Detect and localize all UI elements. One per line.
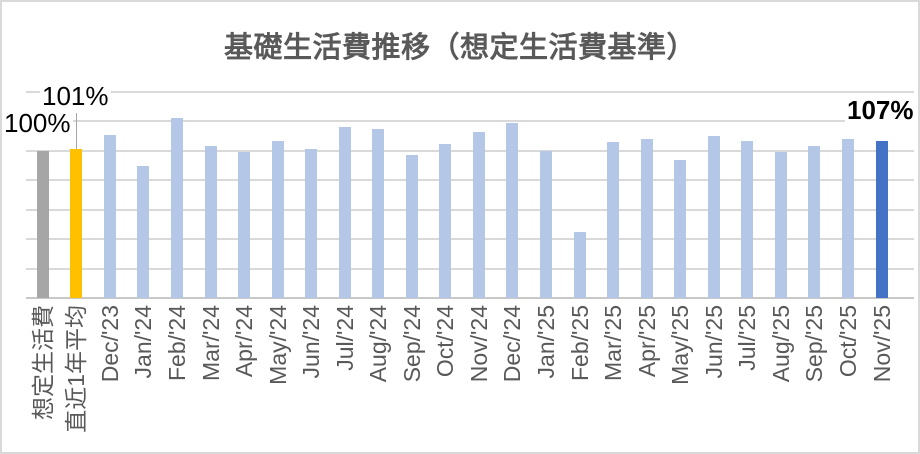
data-label-leader-line <box>75 113 77 149</box>
gridline-20pct <box>26 267 914 270</box>
x-axis-label-Dec/'23: Dec/'23 <box>96 305 123 383</box>
bar-Jun/'24 <box>305 149 318 298</box>
bar-Dec/'24 <box>506 122 519 298</box>
bar-Jul/'24 <box>338 127 351 298</box>
x-axis-label-May/'25: May/'25 <box>667 305 694 385</box>
x-axis-label-Jul/'24: Jul/'24 <box>331 305 358 371</box>
x-axis-label-Jan/'25: Jan/'25 <box>533 305 560 379</box>
x-axis-label-Oct/'25: Oct/'25 <box>834 305 861 378</box>
gridline-80pct <box>26 179 914 182</box>
bar-直近1年平均 <box>70 149 83 298</box>
gridline-120pct <box>26 120 914 123</box>
x-axis-label-Jul/'25: Jul/'25 <box>734 305 761 371</box>
gridline-60pct <box>26 208 914 211</box>
bar-Jun/'25 <box>707 136 720 298</box>
x-axis-label-Feb/'24: Feb/'24 <box>163 305 190 381</box>
x-axis-label-Aug/'25: Aug/'25 <box>767 305 794 383</box>
x-axis-label-Jun/'25: Jun/'25 <box>700 305 727 379</box>
x-axis-label-直近1年平均: 直近1年平均 <box>63 305 90 433</box>
bar-想定生活費 <box>36 150 49 298</box>
bar-May/'24 <box>271 140 284 298</box>
x-axis-line <box>26 297 914 299</box>
gridline-100pct <box>26 149 914 152</box>
bar-Oct/'24 <box>439 143 452 298</box>
x-axis-label-Oct/'24: Oct/'24 <box>432 305 459 378</box>
data-label-107%: 107% <box>845 95 916 125</box>
bar-May/'25 <box>674 159 687 298</box>
bar-Aug/'25 <box>774 152 787 298</box>
x-axis-label-Nov/'25: Nov/'25 <box>868 305 895 383</box>
x-axis-label-Feb/'25: Feb/'25 <box>566 305 593 381</box>
bar-Jul/'25 <box>741 140 754 298</box>
x-axis-label-Jun/'24: Jun/'24 <box>298 305 325 379</box>
bar-Apr/'24 <box>238 152 251 298</box>
chart-title: 基礎生活費推移（想定生活費基準） <box>223 32 696 64</box>
bar-Aug/'24 <box>372 128 385 298</box>
bar-Apr/'25 <box>640 139 653 298</box>
gridline-40pct <box>26 238 914 241</box>
x-axis-label-Dec/'24: Dec/'24 <box>499 305 526 383</box>
x-axis-label-Apr/'25: Apr/'25 <box>633 305 660 378</box>
x-axis-label-Nov/'24: Nov/'24 <box>465 305 492 383</box>
data-label-100%: 100% <box>2 108 73 138</box>
x-axis-label-想定生活費: 想定生活費 <box>29 305 56 420</box>
x-axis-label-Aug/'24: Aug/'24 <box>365 305 392 383</box>
x-axis-label-Apr/'24: Apr/'24 <box>231 305 258 378</box>
bar-Mar/'24 <box>204 146 217 298</box>
bar-Jan/'24 <box>137 165 150 298</box>
bar-Sep/'25 <box>808 146 821 298</box>
bar-Nov/'24 <box>472 131 485 298</box>
x-axis-label-May/'24: May/'24 <box>264 305 291 385</box>
bar-Sep/'24 <box>405 155 418 298</box>
bar-Feb/'24 <box>170 118 183 298</box>
x-axis-label-Sep/'25: Sep/'25 <box>801 305 828 383</box>
x-axis-label-Sep/'24: Sep/'24 <box>398 305 425 383</box>
bar-Oct/'25 <box>841 139 854 298</box>
x-axis-label-Jan/'24: Jan/'24 <box>130 305 157 379</box>
data-label-101%: 101% <box>40 81 111 111</box>
bar-Mar/'25 <box>607 142 620 298</box>
bar-Feb/'25 <box>573 231 586 298</box>
x-axis-label-Mar/'24: Mar/'24 <box>197 305 224 381</box>
bar-Nov/'25 <box>875 140 888 298</box>
gridline-140pct <box>26 91 914 93</box>
bar-Dec/'23 <box>103 134 116 298</box>
bar-Jan/'25 <box>540 150 553 298</box>
x-axis-label-Mar/'25: Mar/'25 <box>600 305 627 381</box>
